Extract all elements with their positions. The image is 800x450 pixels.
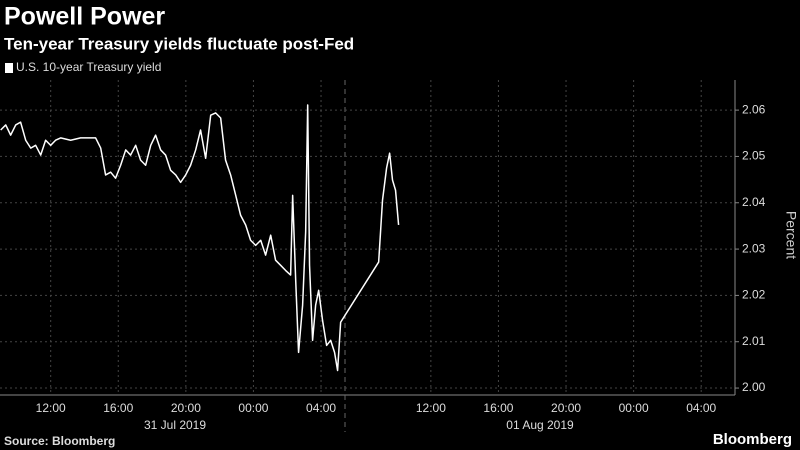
legend-label: U.S. 10-year Treasury yield [16,60,161,74]
y-tick-label: 2.01 [742,334,766,348]
x-tick-label: 00:00 [238,401,268,415]
x-tick-label: 20:00 [171,401,201,415]
x-tick-label: 16:00 [483,401,513,415]
x-tick-label: 12:00 [416,401,446,415]
y-tick-label: 2.00 [742,380,766,394]
y-tick-label: 2.04 [742,195,766,209]
x-tick-label: 16:00 [103,401,133,415]
date-label: 01 Aug 2019 [506,418,574,432]
x-tick-label: 04:00 [306,401,336,415]
brand: Bloomberg [713,431,792,448]
legend-swatch [5,63,13,73]
y-axis-label: Percent [783,211,799,259]
date-label: 31 Jul 2019 [144,418,206,432]
y-tick-label: 2.06 [742,102,766,116]
x-tick-label: 04:00 [686,401,716,415]
line-series [0,104,400,372]
x-tick-label: 00:00 [619,401,649,415]
source: Source: Bloomberg [4,434,115,448]
y-tick-label: 2.03 [742,241,766,255]
y-tick-label: 2.02 [742,288,766,302]
chart-title: Powell Power [4,3,165,31]
y-tick-label: 2.05 [742,149,766,163]
x-tick-label: 12:00 [36,401,66,415]
x-tick-label: 20:00 [551,401,581,415]
chart-subtitle: Ten-year Treasury yields fluctuate post-… [4,34,354,53]
